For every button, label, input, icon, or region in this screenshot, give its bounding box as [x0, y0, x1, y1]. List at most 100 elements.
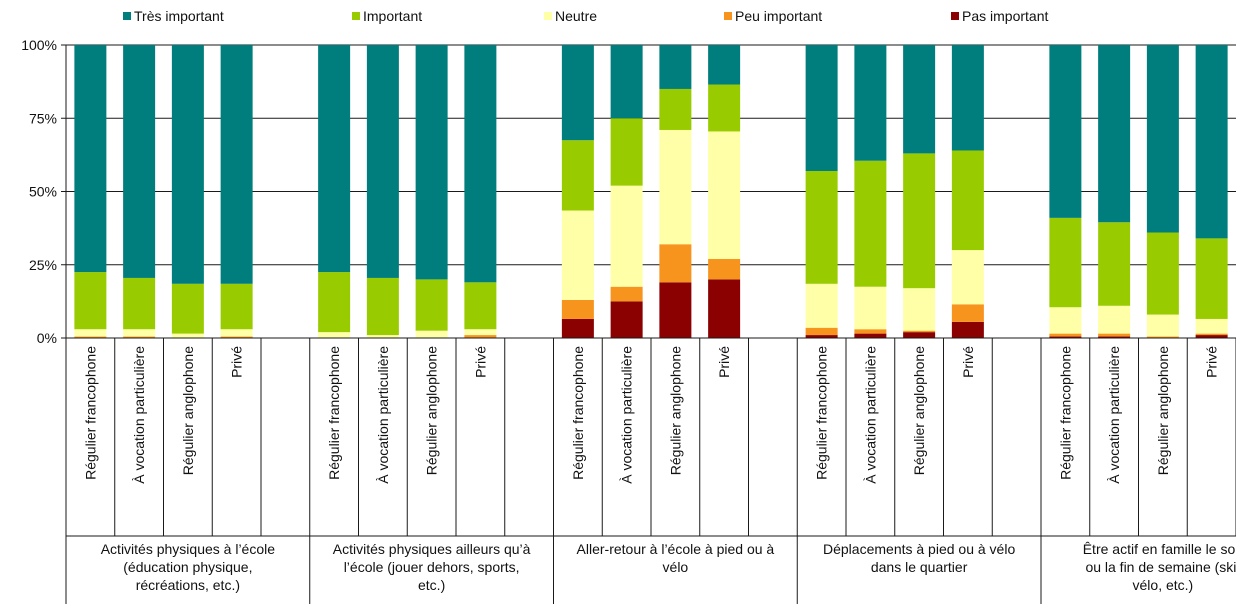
- category-label: Privé: [716, 346, 732, 378]
- bar-segment: [171, 45, 204, 284]
- bar-segment: [561, 318, 594, 338]
- bar-segment: [366, 45, 399, 278]
- bar-segment: [903, 332, 936, 338]
- bar-segment: [854, 329, 887, 334]
- bar-segment: [1098, 45, 1131, 223]
- legend-label: Peu important: [735, 8, 822, 24]
- bar-segment: [561, 140, 594, 211]
- bar-segment: [1195, 333, 1228, 336]
- bar-segment: [1049, 333, 1082, 337]
- bar-segment: [610, 45, 643, 119]
- legend-swatch: [123, 12, 131, 20]
- bar-segment: [854, 160, 887, 287]
- category-label: Régulier anglophone: [424, 346, 440, 475]
- bar-segment: [1146, 336, 1179, 338]
- bar-segment: [318, 272, 351, 333]
- category-label: À vocation particulière: [1106, 346, 1122, 484]
- group-label: l’école (jouer dehors, sports,: [344, 559, 520, 575]
- category-label: Privé: [472, 346, 488, 378]
- bar-segment: [220, 336, 253, 338]
- bar-segment: [1098, 333, 1131, 337]
- bar-segment: [951, 150, 984, 251]
- bar-segment: [1098, 336, 1131, 338]
- bar-segment: [74, 329, 107, 337]
- bar-segment: [1049, 336, 1082, 338]
- bar-segment: [1146, 314, 1179, 337]
- group-label: Activités physiques ailleurs qu’à: [333, 541, 531, 557]
- category-label: Régulier francophone: [814, 346, 830, 480]
- bar-segment: [1049, 45, 1082, 218]
- bar-segment: [1195, 335, 1228, 338]
- bar-segment: [708, 279, 741, 338]
- category-label: Privé: [229, 346, 245, 378]
- bar-segment: [561, 299, 594, 319]
- bar-segment: [74, 272, 107, 330]
- bar-segment: [903, 45, 936, 154]
- bar-segment: [903, 330, 936, 333]
- group-label: Aller-retour à l’école à pied ou à: [577, 541, 775, 557]
- group-label: récréations, etc.): [136, 577, 240, 593]
- group-label: vélo: [663, 559, 689, 575]
- bar-segment: [708, 258, 741, 280]
- bar-segment: [854, 45, 887, 161]
- group-label: vélo, etc.): [1133, 577, 1194, 593]
- bar-segment: [123, 336, 156, 338]
- bar-segment: [561, 210, 594, 300]
- legend-swatch: [544, 12, 552, 20]
- bar-segment: [415, 45, 448, 280]
- legend-label: Important: [363, 8, 422, 24]
- category-label: Régulier francophone: [326, 346, 342, 480]
- bar-segment: [74, 45, 107, 273]
- bar-segment: [220, 45, 253, 284]
- y-tick-label: 0%: [37, 330, 57, 346]
- category-label: À vocation particulière: [131, 346, 147, 484]
- legend-swatch: [951, 12, 959, 20]
- legend-label: Très important: [134, 8, 224, 24]
- bar-segment: [659, 282, 692, 338]
- bar-segment: [464, 335, 497, 338]
- bar-segment: [1195, 318, 1228, 334]
- y-tick-label: 25%: [29, 257, 57, 273]
- bar-segment: [220, 329, 253, 337]
- bar-segment: [610, 286, 643, 302]
- group-label: dans le quartier: [871, 559, 968, 575]
- bar-segment: [464, 282, 497, 330]
- bar-segment: [366, 277, 399, 336]
- bar-segment: [854, 333, 887, 338]
- bar-segment: [708, 45, 741, 85]
- bar-segment: [123, 329, 156, 337]
- category-label: À vocation particulière: [862, 346, 878, 484]
- bar-segment: [805, 327, 838, 336]
- bar-segment: [951, 45, 984, 151]
- bar-segment: [659, 129, 692, 245]
- bar-segment: [708, 131, 741, 259]
- y-tick-label: 75%: [29, 110, 57, 126]
- y-tick-label: 50%: [29, 184, 57, 200]
- bar-segment: [464, 45, 497, 283]
- category-label: Régulier anglophone: [1155, 346, 1171, 475]
- bar-segment: [903, 288, 936, 331]
- bar-segment: [1098, 305, 1131, 334]
- bar-segment: [171, 283, 204, 334]
- legend-label: Neutre: [555, 8, 597, 24]
- category-label: Régulier anglophone: [180, 346, 196, 475]
- bar-segment: [805, 283, 838, 328]
- bar-segment: [561, 45, 594, 141]
- category-label: À vocation particulière: [375, 346, 391, 484]
- bar-segment: [220, 283, 253, 330]
- bar-segment: [659, 45, 692, 89]
- category-label: Privé: [1204, 346, 1220, 378]
- group-label: ou la fin de semaine (ski,: [1085, 559, 1236, 575]
- category-label: Régulier francophone: [570, 346, 586, 480]
- bar-segment: [805, 170, 838, 284]
- bar-segment: [123, 45, 156, 278]
- bar-segment: [659, 244, 692, 283]
- bar-segment: [74, 336, 107, 338]
- legend-swatch: [724, 12, 732, 20]
- category-label: Régulier anglophone: [667, 346, 683, 475]
- bar-segment: [1195, 45, 1228, 239]
- bar-segment: [610, 118, 643, 186]
- bar-segment: [171, 333, 204, 338]
